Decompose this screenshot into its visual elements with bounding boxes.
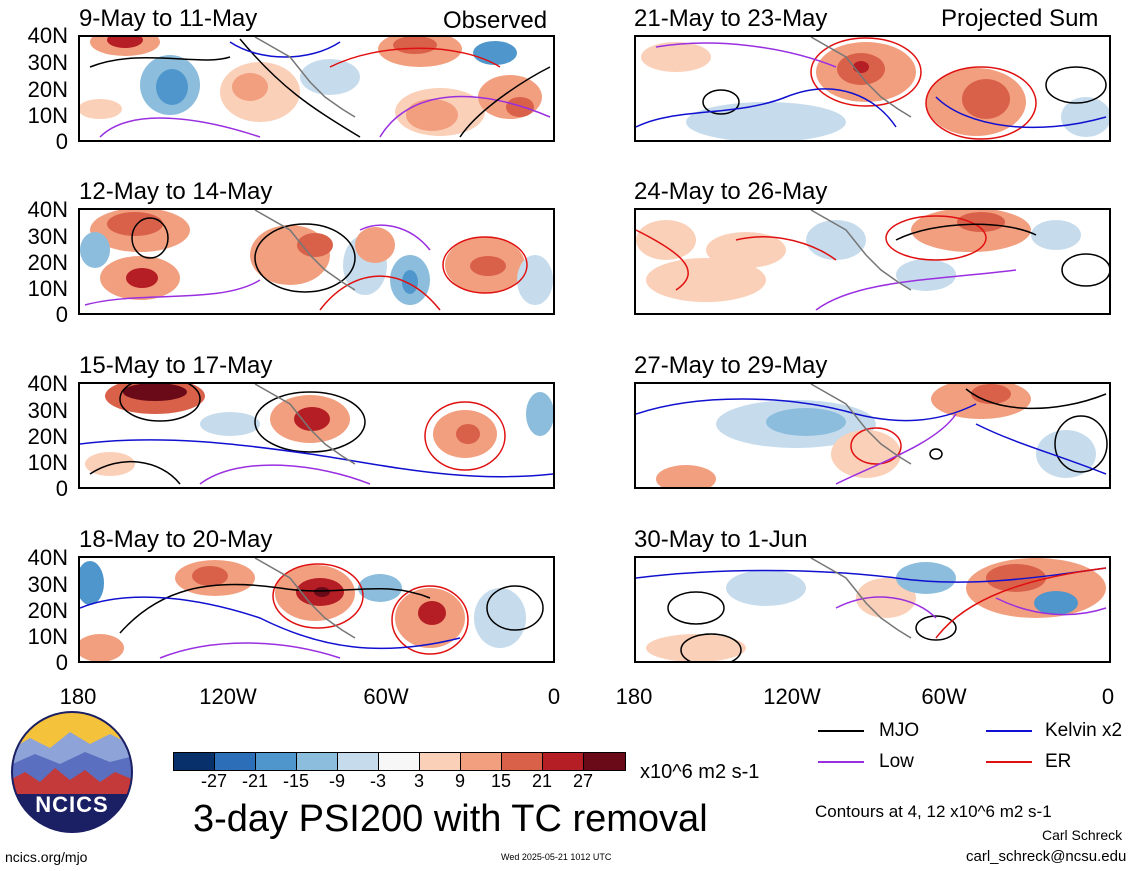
x-label-180: 180 (615, 684, 653, 709)
legend-line-low (818, 761, 864, 763)
author-email[interactable]: carl_schreck@ncsu.edu (966, 848, 1127, 865)
colorbar-cell (542, 752, 584, 771)
y-label-40n: 40N (27, 23, 68, 48)
panel-title-2: 12-May to 14-May (79, 178, 273, 205)
colorbar-cell (419, 752, 461, 771)
y-label-0: 0 (55, 650, 68, 675)
colorbar-cell (337, 752, 379, 771)
x-label-60w: 60W (921, 684, 967, 709)
y-label-30n: 30N (27, 50, 68, 75)
colorbar-cell (173, 752, 215, 771)
main-title: 3-day PSI200 with TC removal (193, 798, 708, 840)
y-label-40n: 40N (27, 545, 68, 570)
legend-line-er (986, 761, 1032, 763)
x-label-60w: 60W (363, 684, 409, 709)
y-label-30n: 30N (27, 398, 68, 423)
colorbar-tick: -27 (200, 771, 227, 791)
colorbar-tick: 9 (454, 771, 465, 791)
x-label-120w: 120W (199, 684, 257, 709)
map-panel-12-may (78, 208, 555, 315)
colorbar-tick: 15 (490, 771, 512, 791)
map-panel-21-may (634, 35, 1111, 142)
y-label-30n: 30N (27, 572, 68, 597)
legend-label-mjo: MJO (879, 720, 920, 741)
author-name: Carl Schreck (1042, 827, 1123, 843)
panel-title-8: 30-May to 1-Jun (634, 526, 808, 553)
y-label-20n: 20N (27, 77, 68, 102)
x-label-180: 180 (59, 684, 97, 709)
y-label-20n: 20N (27, 598, 68, 623)
colorbar-tick: -21 (241, 771, 268, 791)
y-label-10n: 10N (27, 450, 68, 475)
colorbar-tick: -15 (282, 771, 309, 791)
map-panel-15-may (78, 382, 555, 489)
panel-title-6: 24-May to 26-May (634, 178, 828, 205)
x-label-0: 0 (547, 684, 561, 709)
y-label-10n: 10N (27, 624, 68, 649)
colorbar-tick: -9 (328, 771, 345, 791)
colorbar-cell (583, 752, 626, 771)
contour-note: Contours at 4, 12 x10^6 m2 s-1 (815, 802, 1052, 821)
colorbar-tick: -3 (369, 771, 386, 791)
colorbar-tick: 3 (413, 771, 424, 791)
projected-sum-label: Projected Sum (941, 5, 1099, 32)
colorbar-cell (460, 752, 502, 771)
map-panel-27-may (634, 382, 1111, 489)
legend-label-low: Low (879, 751, 914, 772)
y-label-10n: 10N (27, 276, 68, 301)
x-label-0: 0 (1101, 684, 1115, 709)
map-panel-24-may (634, 208, 1111, 315)
colorbar-cell (378, 752, 420, 771)
colorbar-cell (501, 752, 543, 771)
ncics-logo: NCICS (10, 710, 134, 834)
y-label-40n: 40N (27, 197, 68, 222)
colorbar-tick: 21 (531, 771, 553, 791)
panel-title-3: 15-May to 17-May (79, 352, 273, 379)
x-label-120w: 120W (763, 684, 821, 709)
y-label-20n: 20N (27, 250, 68, 275)
map-panel-30-may (634, 556, 1111, 663)
legend-line-kelvin (986, 730, 1032, 732)
y-label-20n: 20N (27, 424, 68, 449)
legend-line-mjo (818, 730, 864, 732)
source-url[interactable]: ncics.org/mjo (5, 849, 88, 865)
colorbar-cell (296, 752, 338, 771)
map-panel-9-may (78, 35, 555, 142)
panel-title-4: 18-May to 20-May (79, 526, 273, 553)
y-label-40n: 40N (27, 371, 68, 396)
y-label-0: 0 (55, 129, 68, 154)
panel-title-7: 27-May to 29-May (634, 352, 828, 379)
timestamp: Wed 2025-05-21 1012 UTC (501, 852, 612, 862)
panel-title-5: 21-May to 23-May (634, 5, 828, 32)
observed-label: Observed (443, 7, 548, 34)
y-label-30n: 30N (27, 224, 68, 249)
legend-label-er: ER (1045, 751, 1072, 772)
legend-label-kelvin: Kelvin x2 (1045, 720, 1123, 741)
logo-text: NCICS (35, 792, 109, 817)
y-label-10n: 10N (27, 103, 68, 128)
colorbar-cell (214, 752, 256, 771)
colorbar-tick: 27 (572, 771, 594, 791)
panel-title-1: 9-May to 11-May (79, 5, 258, 32)
y-label-0: 0 (55, 476, 68, 501)
y-label-0: 0 (55, 302, 68, 327)
colorbar-cell (255, 752, 297, 771)
map-panel-18-may (78, 556, 555, 663)
colorbar-units: x10^6 m2 s-1 (640, 761, 760, 783)
